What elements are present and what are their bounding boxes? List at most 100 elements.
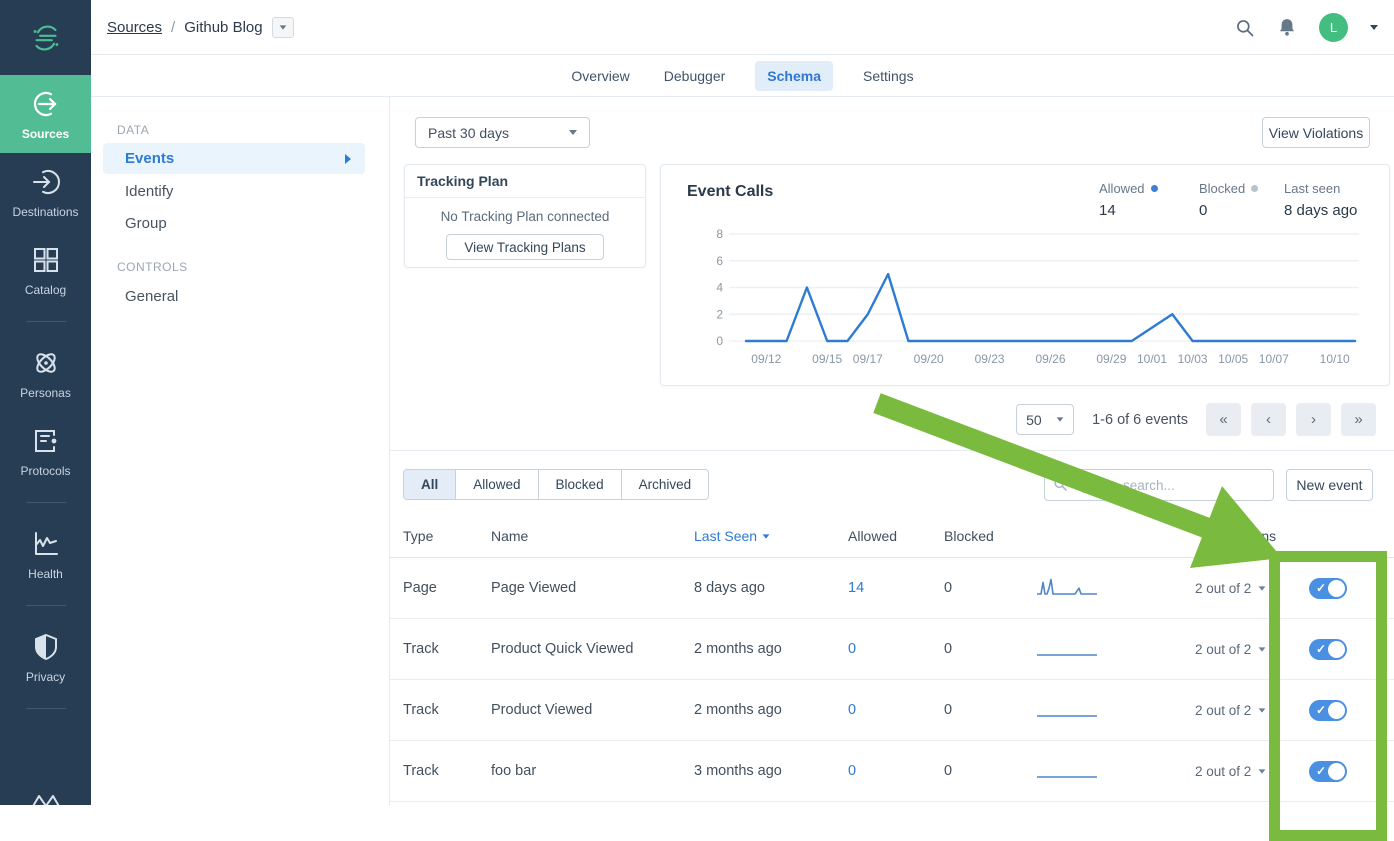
sidebar-divider — [0, 593, 91, 618]
segment-logo[interactable] — [0, 0, 91, 75]
filter-archived[interactable]: Archived — [620, 469, 710, 500]
tab-settings[interactable]: Settings — [862, 67, 914, 84]
avatar[interactable]: L — [1319, 13, 1348, 42]
tab-bar: Overview Debugger Schema Settings — [91, 55, 1394, 97]
sidebar-item-protocols[interactable]: Protocols — [0, 412, 91, 490]
tab-schema[interactable]: Schema — [755, 60, 833, 91]
legend-last-seen-label: Last seen — [1284, 181, 1341, 196]
prev-page-button[interactable]: ‹ — [1251, 403, 1286, 436]
privacy-icon — [34, 633, 57, 660]
integration-toggle[interactable]: ✓ — [1309, 760, 1347, 782]
svg-text:09/12: 09/12 — [751, 352, 781, 366]
page-size-value: 50 — [1026, 411, 1042, 428]
engage-icon[interactable] — [29, 792, 63, 805]
col-last-seen[interactable]: Last Seen — [694, 528, 848, 544]
integration-toggle[interactable]: ✓ — [1309, 638, 1347, 660]
integration-toggle[interactable]: ✓ — [1309, 699, 1347, 721]
new-event-button[interactable]: New event — [1286, 469, 1373, 501]
last-page-button[interactable]: » — [1341, 403, 1376, 436]
search-box — [1044, 469, 1274, 501]
cell-allowed-link[interactable]: 0 — [848, 641, 857, 657]
filter-allowed[interactable]: Allowed — [455, 469, 539, 500]
page-size-select[interactable]: 50 — [1016, 404, 1075, 435]
sidebar-item-personas[interactable]: Personas — [0, 334, 91, 412]
account-menu-caret-icon[interactable] — [1370, 25, 1378, 30]
chevron-down-icon — [279, 25, 286, 30]
event-calls-chart: 0 2 4 6 8 09/12 09/15 09/17 09/20 09/23 09/26 09/29… — [716, 227, 1359, 366]
filter-blocked[interactable]: Blocked — [537, 469, 622, 500]
nav-item-events[interactable]: Events — [103, 143, 365, 174]
sidebar-item-health[interactable]: Health — [0, 515, 91, 593]
view-violations-button[interactable]: View Violations — [1262, 117, 1370, 148]
col-blocked[interactable]: Blocked — [944, 528, 994, 544]
sidebar-item-label: Sources — [21, 126, 70, 141]
svg-text:10/10: 10/10 — [1320, 352, 1350, 366]
tab-debugger[interactable]: Debugger — [663, 67, 726, 84]
sidebar-item-sources[interactable]: Sources — [0, 75, 91, 153]
breadcrumb-sources-link[interactable]: Sources — [107, 19, 163, 36]
col-name[interactable]: Name — [491, 528, 529, 544]
table-row[interactable]: Track foo bar 3 months ago 0 0 2 out of … — [390, 741, 1394, 802]
date-range-select[interactable]: Past 30 days — [415, 117, 590, 148]
nav-item-group[interactable]: Group — [125, 215, 167, 232]
col-integrations[interactable]: Integrations — [1203, 528, 1277, 544]
segment-logo-icon — [33, 25, 58, 50]
cell-type: Track — [403, 763, 439, 779]
allowed-dot-icon — [1150, 185, 1158, 192]
cell-last-seen: 2 months ago — [694, 641, 782, 657]
bell-icon[interactable] — [1277, 17, 1297, 38]
chevron-down-icon — [1056, 417, 1064, 422]
integration-toggle[interactable]: ✓ — [1309, 577, 1347, 599]
events-table: Page Page Viewed 8 days ago 14 0 2 out o… — [390, 558, 1394, 802]
chevron-right-icon — [345, 153, 351, 164]
sidebar-item-catalog[interactable]: Catalog — [0, 231, 91, 309]
cell-allowed-link[interactable]: 0 — [848, 702, 857, 718]
cell-allowed-link[interactable]: 0 — [848, 763, 857, 779]
table-row[interactable]: Track Product Quick Viewed 2 months ago … — [390, 619, 1394, 680]
sidebar-item-destinations[interactable]: Destinations — [0, 153, 91, 231]
search-icon — [1054, 478, 1067, 491]
toggle-knob — [1328, 762, 1345, 780]
check-icon: ✓ — [1316, 763, 1327, 778]
cell-integrations[interactable]: 2 out of 2 — [1180, 764, 1295, 779]
search-input[interactable] — [1044, 469, 1274, 501]
tab-overview[interactable]: Overview — [571, 67, 630, 84]
col-type[interactable]: Type — [403, 528, 434, 544]
breadcrumb: Sources / Github Blog — [107, 0, 294, 55]
sidebar-item-label: Destinations — [12, 204, 79, 219]
legend-last-seen-value: 8 days ago — [1284, 202, 1358, 219]
nav-item-identify[interactable]: Identify — [125, 183, 174, 200]
date-range-value: Past 30 days — [428, 124, 509, 141]
next-page-button[interactable]: › — [1296, 403, 1331, 436]
cell-integrations[interactable]: 2 out of 2 — [1180, 581, 1295, 596]
first-page-button[interactable]: « — [1206, 403, 1241, 436]
col-allowed[interactable]: Allowed — [848, 528, 898, 544]
svg-text:8: 8 — [716, 227, 723, 241]
sidebar: Sources Destinations Catalog — [0, 0, 91, 805]
view-tracking-plans-button[interactable]: View Tracking Plans — [446, 234, 604, 260]
table-row[interactable]: Track Product Viewed 2 months ago 0 0 2 … — [390, 680, 1394, 741]
sidebar-item-label: Protocols — [20, 463, 71, 478]
svg-text:09/15: 09/15 — [812, 352, 842, 366]
nav-item-general[interactable]: General — [125, 288, 179, 305]
cell-integrations[interactable]: 2 out of 2 — [1180, 642, 1295, 657]
cell-allowed-link[interactable]: 14 — [848, 580, 865, 596]
cell-integrations[interactable]: 2 out of 2 — [1180, 703, 1295, 718]
schema-nav-panel: DATA Events Identify Group CONTROLS Gene… — [91, 97, 390, 805]
filter-all[interactable]: All — [403, 469, 457, 500]
svg-text:10/03: 10/03 — [1178, 352, 1208, 366]
toggle-knob — [1328, 640, 1345, 658]
source-switcher-button[interactable] — [271, 17, 294, 38]
search-icon[interactable] — [1235, 18, 1255, 38]
sidebar-divider — [0, 696, 91, 721]
sidebar-item-label: Health — [28, 566, 63, 581]
svg-text:4: 4 — [716, 281, 723, 295]
cell-blocked: 0 — [944, 580, 953, 596]
sidebar-item-privacy[interactable]: Privacy — [0, 618, 91, 696]
table-header: Type Name Last Seen Allowed Blocked Inte… — [390, 515, 1394, 558]
legend-blocked: Blocked 0 — [1199, 181, 1259, 219]
table-row[interactable]: Page Page Viewed 8 days ago 14 0 2 out o… — [390, 558, 1394, 619]
svg-text:10/05: 10/05 — [1218, 352, 1248, 366]
cell-type: Track — [403, 702, 439, 718]
cell-name: Page Viewed — [491, 580, 577, 596]
